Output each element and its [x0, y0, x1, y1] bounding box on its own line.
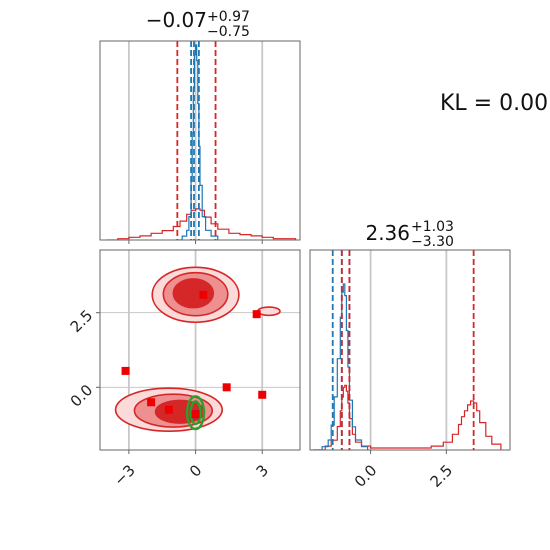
joint-x-tick-label: −3: [110, 461, 138, 489]
joint-x-tick-label: 3: [253, 461, 272, 480]
red-sample-marker: [121, 366, 130, 375]
joint-y-tick-label: 0.0: [67, 381, 97, 411]
top-axes-frame: [99, 40, 301, 241]
param1-blue-histogram: [175, 44, 219, 240]
joint-contour-area: [114, 266, 281, 432]
right-hist-area: [313, 250, 502, 450]
top-hist-area: [106, 41, 297, 240]
top-grid: [127, 41, 264, 240]
param2-title-minus: −3.30: [411, 234, 454, 250]
kl-annotation: KL = 0.00: [440, 91, 548, 116]
param1-title-plus: +0.97: [207, 9, 250, 25]
red-sample-marker: [199, 290, 208, 299]
joint-panel: −3 0 3 0.0 2.5: [67, 249, 301, 490]
joint-x-tick-label: 0: [186, 461, 205, 480]
kl-value: 0.00: [499, 91, 548, 116]
red-sample-marker: [147, 398, 156, 407]
top-ticks: [128, 240, 263, 244]
red-density-contour: [172, 278, 215, 309]
param1-red-histogram: [106, 208, 297, 240]
param2-title-value: 2.36: [365, 221, 410, 245]
joint-y-tick-label: 2.5: [67, 306, 97, 336]
param2-title-plus: +1.03: [411, 219, 454, 235]
right-axes-frame: [309, 249, 511, 451]
red-density-contour: [256, 306, 281, 317]
right-grid: [369, 250, 448, 450]
top-marginal-panel: −0.07 +0.97 −0.75: [99, 8, 301, 244]
red-sample-marker: [252, 310, 261, 319]
right-marginal-panel: 0.0 2.5 2.36 +1.03 −3.30: [309, 219, 511, 491]
red-sample-marker: [164, 405, 173, 414]
red-sample-marker: [191, 410, 200, 419]
right-tick-label: 0.0: [351, 461, 381, 491]
right-tick-label: 2.5: [427, 461, 457, 491]
green-density-contour: [185, 395, 206, 431]
joint-axes-frame: [99, 249, 301, 451]
param1-title-value: −0.07: [146, 8, 207, 32]
green-density-contour: [189, 400, 202, 426]
right-ticks: 0.0 2.5: [351, 450, 456, 491]
kl-prefix: KL =: [440, 91, 499, 116]
red-sample-marker: [258, 390, 267, 399]
param1-title-minus: −0.75: [207, 24, 250, 40]
red-sample-marker: [222, 383, 231, 392]
param2-blue-histogram: [313, 283, 369, 450]
